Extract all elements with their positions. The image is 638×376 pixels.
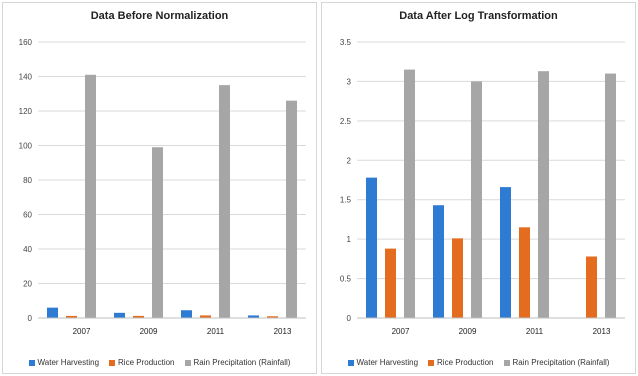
legend: Water Harvesting Rice Production Rain Pr… [319, 358, 638, 367]
x-tick-label: 2009 [459, 327, 477, 336]
y-tick-label: 0.5 [340, 275, 352, 284]
legend-swatch [428, 359, 435, 366]
bar-rain-precipitation-rainfall [404, 69, 415, 318]
y-tick-label: 120 [19, 107, 33, 116]
x-tick-label: 2013 [274, 327, 292, 336]
y-tick-label: 0 [347, 314, 352, 323]
y-tick-label: 100 [19, 142, 33, 151]
y-tick-label: 20 [23, 280, 32, 289]
legend-item-water-harvesting: Water Harvesting [28, 358, 100, 367]
legend-label: Water Harvesting [356, 358, 419, 367]
legend-swatch [28, 359, 35, 366]
bar-rice-production [452, 238, 463, 318]
legend-label: Rice Production [118, 358, 175, 367]
legend-item-rice-production: Rice Production [428, 358, 494, 367]
chart-title: Data Before Normalization [90, 10, 229, 22]
legend-item-rain-precipitation: Rain Precipitation (Rainfall) [503, 358, 610, 367]
legend: Water Harvesting Rice Production Rain Pr… [0, 358, 319, 367]
bar-rice-production [586, 256, 597, 318]
legend-label: Water Harvesting [37, 358, 100, 367]
legend-item-water-harvesting: Water Harvesting [347, 358, 419, 367]
bar-rain-precipitation-rainfall [538, 71, 549, 318]
bar-water-harvesting [181, 310, 192, 318]
x-tick-label: 2007 [392, 327, 410, 336]
legend-swatch [503, 359, 510, 366]
chart-title: Data After Log Transformation [399, 10, 558, 22]
bar-water-harvesting [500, 187, 511, 318]
bar-water-harvesting [433, 205, 444, 318]
bar-rice-production [66, 315, 77, 318]
bar-rice-production [200, 315, 211, 318]
x-tick-label: 2007 [73, 327, 91, 336]
legend-swatch [184, 359, 191, 366]
x-tick-label: 2013 [593, 327, 611, 336]
chart-frame [2, 2, 317, 374]
y-tick-label: 1 [347, 235, 352, 244]
y-tick-label: 80 [23, 176, 32, 185]
bar-rain-precipitation-rainfall [152, 147, 163, 318]
y-tick-label: 1.5 [340, 196, 352, 205]
y-tick-label: 2 [347, 156, 352, 165]
bar-rain-precipitation-rainfall [85, 74, 96, 319]
legend-label: Rice Production [437, 358, 494, 367]
plot-area: 0 0.5 1 1.5 2 2.5 3 3.5 2007 2009 2011 2013 [340, 38, 625, 336]
bar-rain-precipitation-rainfall [471, 81, 482, 318]
y-tick-label: 3 [347, 77, 352, 86]
legend-label: Rain Precipitation (Rainfall) [512, 358, 610, 367]
chart-frame [321, 2, 636, 374]
y-tick-label: 60 [23, 211, 32, 220]
y-tick-label: 2.5 [340, 117, 352, 126]
bar-rain-precipitation-rainfall [286, 100, 297, 319]
x-tick-label: 2009 [140, 327, 158, 336]
bar-water-harvesting [248, 315, 259, 318]
bar-water-harvesting [47, 307, 58, 318]
plot-area: 0 20 40 60 80 100 120 140 160 2007 2009 2011 2013 [19, 38, 306, 336]
y-tick-label: 40 [23, 245, 32, 254]
bar-rice-production [133, 315, 144, 318]
legend-swatch [347, 359, 354, 366]
chart-after-log-transformation: Data After Log Transformation 0 0.5 1 1.5 2 2… [319, 0, 638, 376]
x-tick-label: 2011 [207, 327, 225, 336]
legend-item-rain-precipitation: Rain Precipitation (Rainfall) [184, 358, 291, 367]
bar-rain-precipitation-rainfall [605, 73, 616, 319]
bar-water-harvesting [366, 177, 377, 318]
legend-label: Rain Precipitation (Rainfall) [193, 358, 291, 367]
bar-rice-production [267, 316, 278, 318]
chart-before-normalization: Data Before Normalization 0 20 40 60 80 100 12… [0, 2, 319, 374]
bar-rice-production [385, 248, 396, 318]
bar-water-harvesting [114, 312, 125, 318]
y-tick-label: 3.5 [340, 38, 352, 47]
legend-swatch [109, 359, 116, 366]
bar-rain-precipitation-rainfall [219, 85, 230, 318]
x-tick-label: 2011 [526, 327, 544, 336]
y-tick-label: 0 [28, 314, 33, 323]
y-tick-label: 160 [19, 38, 33, 47]
legend-item-rice-production: Rice Production [109, 358, 175, 367]
bar-rice-production [519, 227, 530, 318]
y-tick-label: 140 [19, 73, 33, 82]
